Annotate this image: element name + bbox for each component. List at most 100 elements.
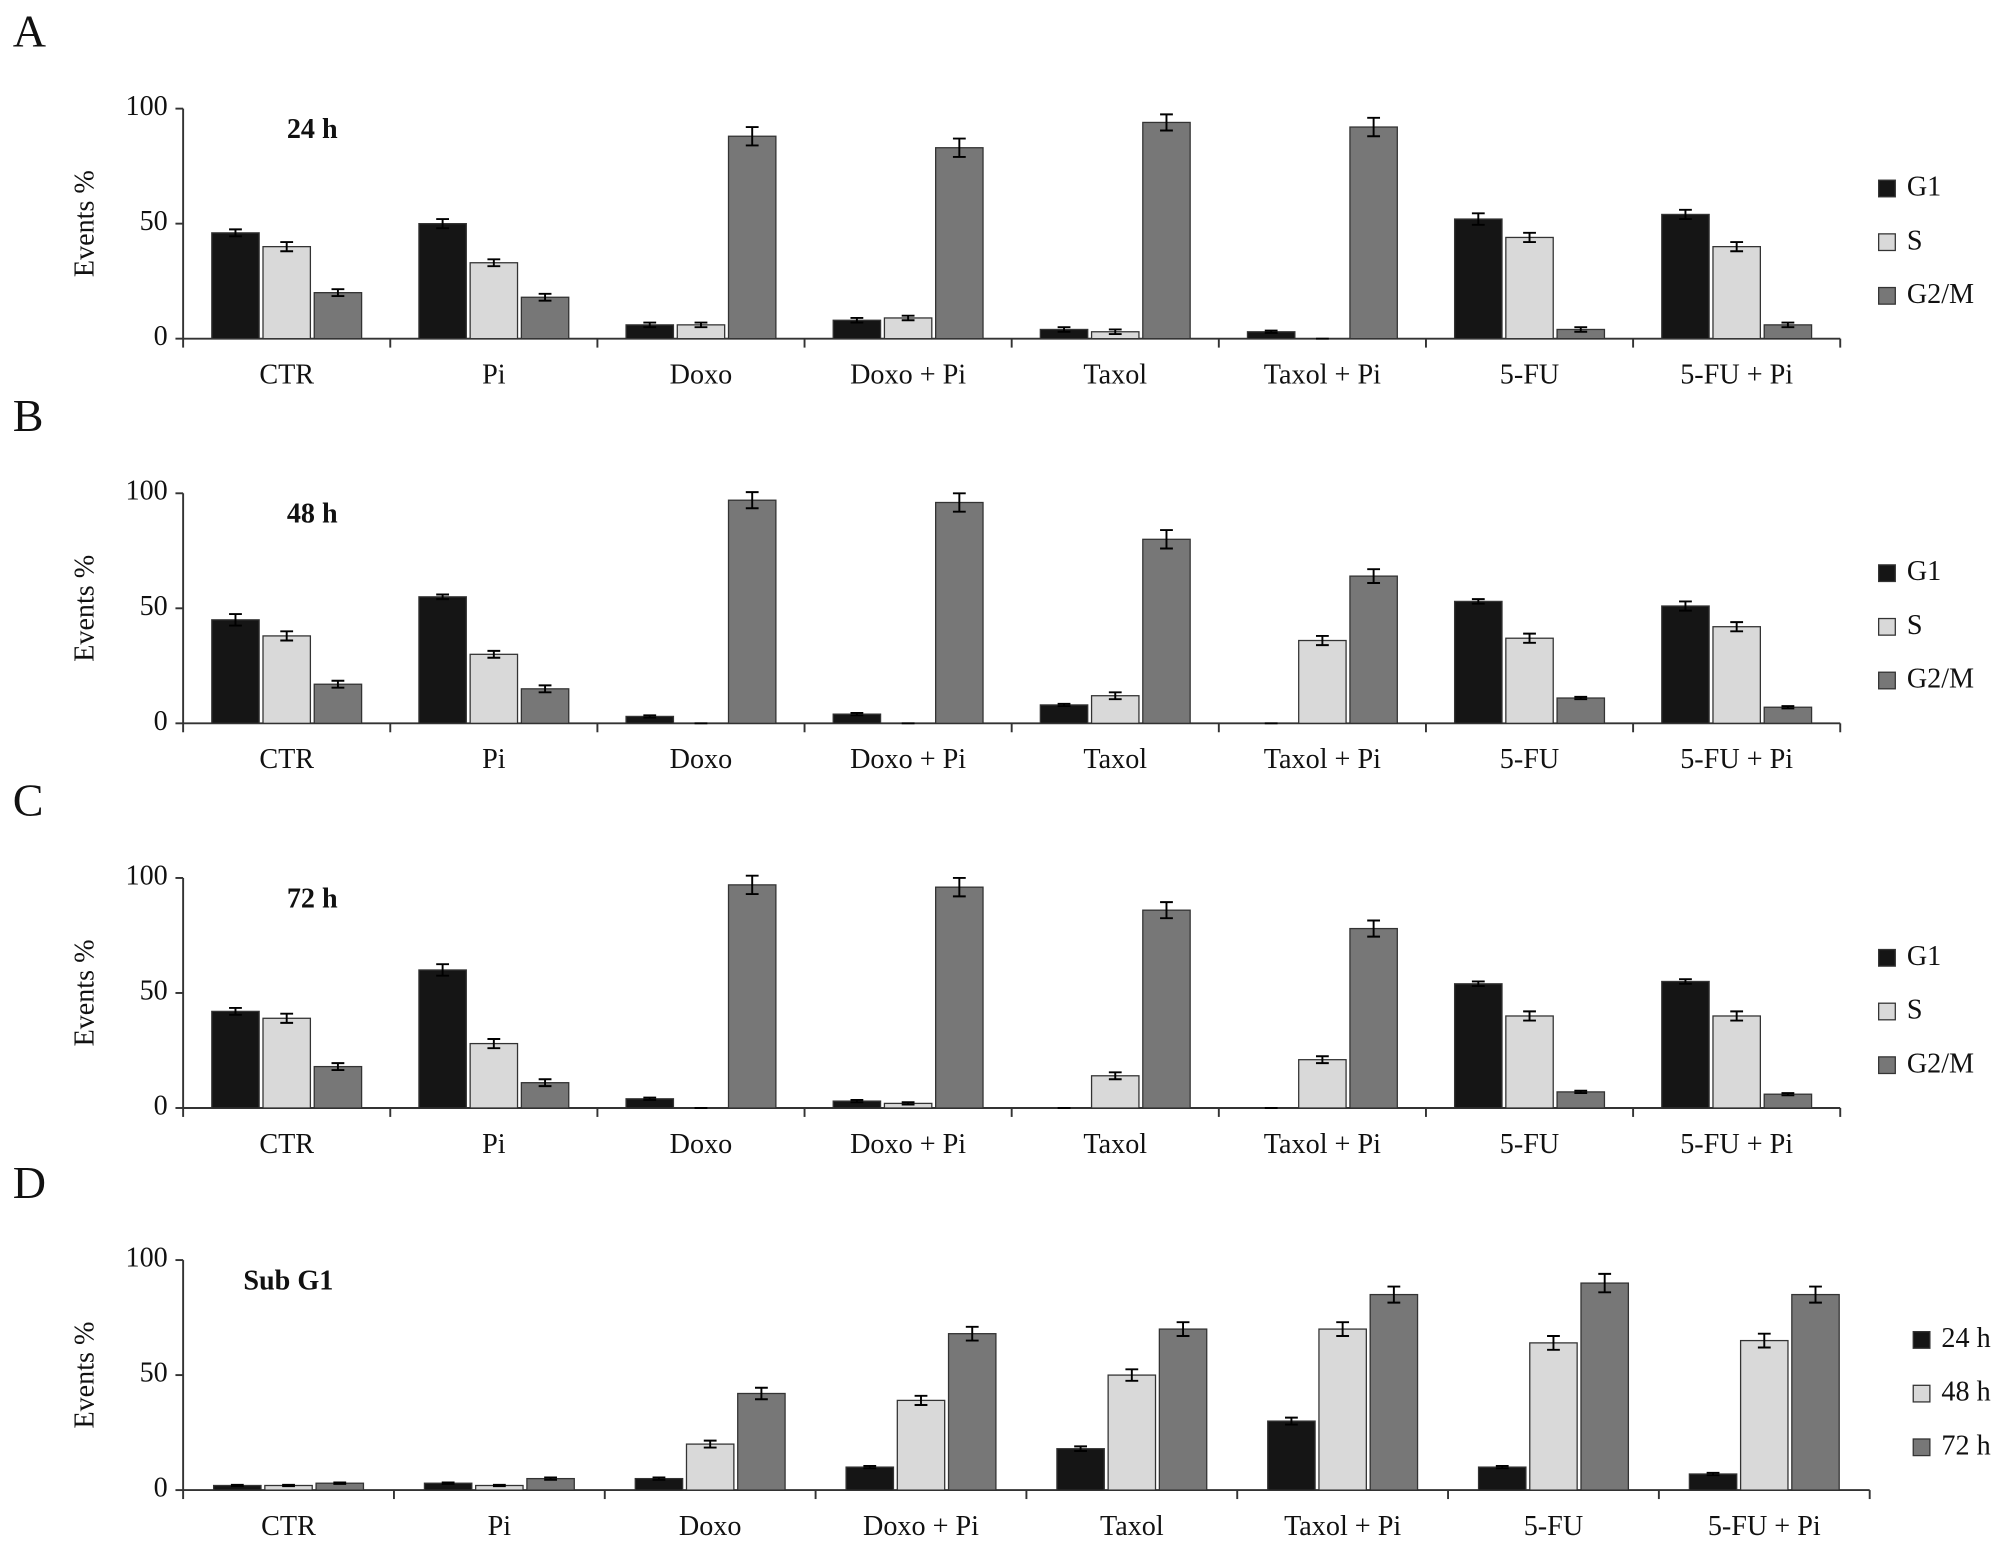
error-bar	[1781, 1092, 1795, 1097]
legend-label: G1	[1907, 556, 1941, 587]
error-bar	[1706, 1471, 1720, 1477]
bar	[1142, 121, 1191, 340]
legend-label: G2/M	[1907, 664, 1974, 695]
legend-label: 72 h	[1941, 1430, 1990, 1461]
x-tick-label: CTR	[259, 744, 314, 775]
error-bar	[1523, 231, 1536, 244]
error-bar	[703, 1439, 717, 1449]
error-bar	[1367, 919, 1381, 938]
error-bar	[441, 1481, 455, 1485]
error-bar	[487, 1038, 501, 1050]
error-bar	[952, 137, 966, 158]
legend-swatch	[1912, 1384, 1931, 1403]
x-tick-label: Taxol + Pi	[1284, 1511, 1401, 1542]
error-bar	[1781, 705, 1795, 710]
y-tick-label: 100	[126, 476, 168, 507]
bar	[935, 886, 984, 1109]
legend-label: S	[1907, 995, 1923, 1026]
bar	[418, 969, 467, 1109]
x-tick-label: Pi	[482, 359, 506, 390]
error-bar	[1574, 695, 1588, 701]
bar	[1712, 626, 1762, 724]
legend-swatch	[1878, 286, 1896, 305]
bar	[1349, 575, 1398, 724]
error-bar	[1679, 600, 1692, 612]
bar	[1661, 980, 1710, 1109]
x-tick-label: Doxo + Pi	[850, 359, 966, 390]
error-bar	[1160, 529, 1173, 550]
y-axis-label: Events %	[70, 555, 101, 662]
error-bar	[1598, 1272, 1612, 1294]
error-bar	[1285, 1416, 1298, 1426]
bar	[1039, 704, 1089, 724]
error-bar	[331, 679, 345, 689]
bar	[845, 1466, 895, 1491]
error-bar	[333, 1481, 347, 1485]
x-tick-label: Doxo	[670, 1129, 733, 1160]
panel-label: A	[13, 5, 46, 56]
legend-swatch	[1878, 1056, 1896, 1075]
x-tick-label: Doxo + Pi	[850, 744, 966, 775]
error-bar	[1781, 321, 1795, 329]
panel-label: B	[13, 390, 44, 441]
bar	[313, 1065, 363, 1109]
error-bar	[1264, 329, 1278, 334]
error-bar	[1315, 1055, 1329, 1065]
bar	[1763, 706, 1813, 724]
panel-title: 24 h	[287, 114, 338, 145]
error-bar	[280, 241, 294, 253]
x-tick-label: 5-FU	[1500, 744, 1559, 775]
bar	[1712, 246, 1762, 340]
error-bar	[1160, 901, 1173, 920]
error-bar	[652, 1476, 666, 1481]
bar	[1453, 218, 1503, 340]
panel-title: 72 h	[287, 883, 338, 914]
x-tick-label: Doxo	[679, 1511, 742, 1542]
legend-label: 48 h	[1941, 1377, 1990, 1408]
bar	[1298, 639, 1347, 724]
error-bar	[436, 593, 450, 601]
legend-swatch	[1878, 233, 1896, 252]
legend-swatch	[1912, 1330, 1931, 1349]
bar	[1791, 1293, 1840, 1491]
bar	[520, 296, 570, 340]
error-bar	[643, 1096, 657, 1101]
bar	[1349, 927, 1398, 1109]
bar	[935, 147, 984, 340]
bar	[1580, 1282, 1630, 1491]
bar	[1090, 695, 1140, 724]
y-axis-label: Events %	[70, 940, 101, 1047]
error-bar	[694, 321, 708, 329]
legend-label: G2/M	[1907, 1048, 1974, 1079]
y-tick-label: 50	[140, 975, 168, 1006]
error-bar	[487, 258, 501, 268]
bar	[896, 1399, 946, 1491]
bar	[1556, 1091, 1606, 1109]
bar	[1477, 1466, 1527, 1491]
y-tick-label: 100	[126, 1243, 168, 1274]
error-bar	[487, 649, 501, 659]
error-bar	[436, 218, 450, 230]
y-tick-label: 50	[140, 591, 168, 622]
bar	[1142, 538, 1191, 724]
bar	[1505, 236, 1554, 340]
y-tick-label: 0	[154, 1090, 168, 1121]
panel-label: C	[13, 775, 44, 826]
bar	[1369, 1293, 1419, 1491]
error-bar	[492, 1483, 506, 1488]
bar	[418, 596, 467, 724]
error-bar	[1547, 1335, 1560, 1351]
bar	[418, 223, 467, 340]
bar	[1453, 983, 1503, 1109]
bar	[727, 135, 777, 340]
y-tick-label: 100	[126, 91, 168, 122]
legend-swatch	[1878, 671, 1896, 690]
x-tick-label: CTR	[259, 1129, 314, 1160]
bar	[1505, 1015, 1554, 1109]
bar	[1556, 697, 1606, 724]
x-tick-label: Doxo	[670, 359, 733, 390]
error-bar	[850, 1098, 864, 1104]
x-tick-label: Taxol	[1083, 359, 1147, 390]
bar	[1712, 1015, 1762, 1109]
bar	[1505, 637, 1554, 724]
